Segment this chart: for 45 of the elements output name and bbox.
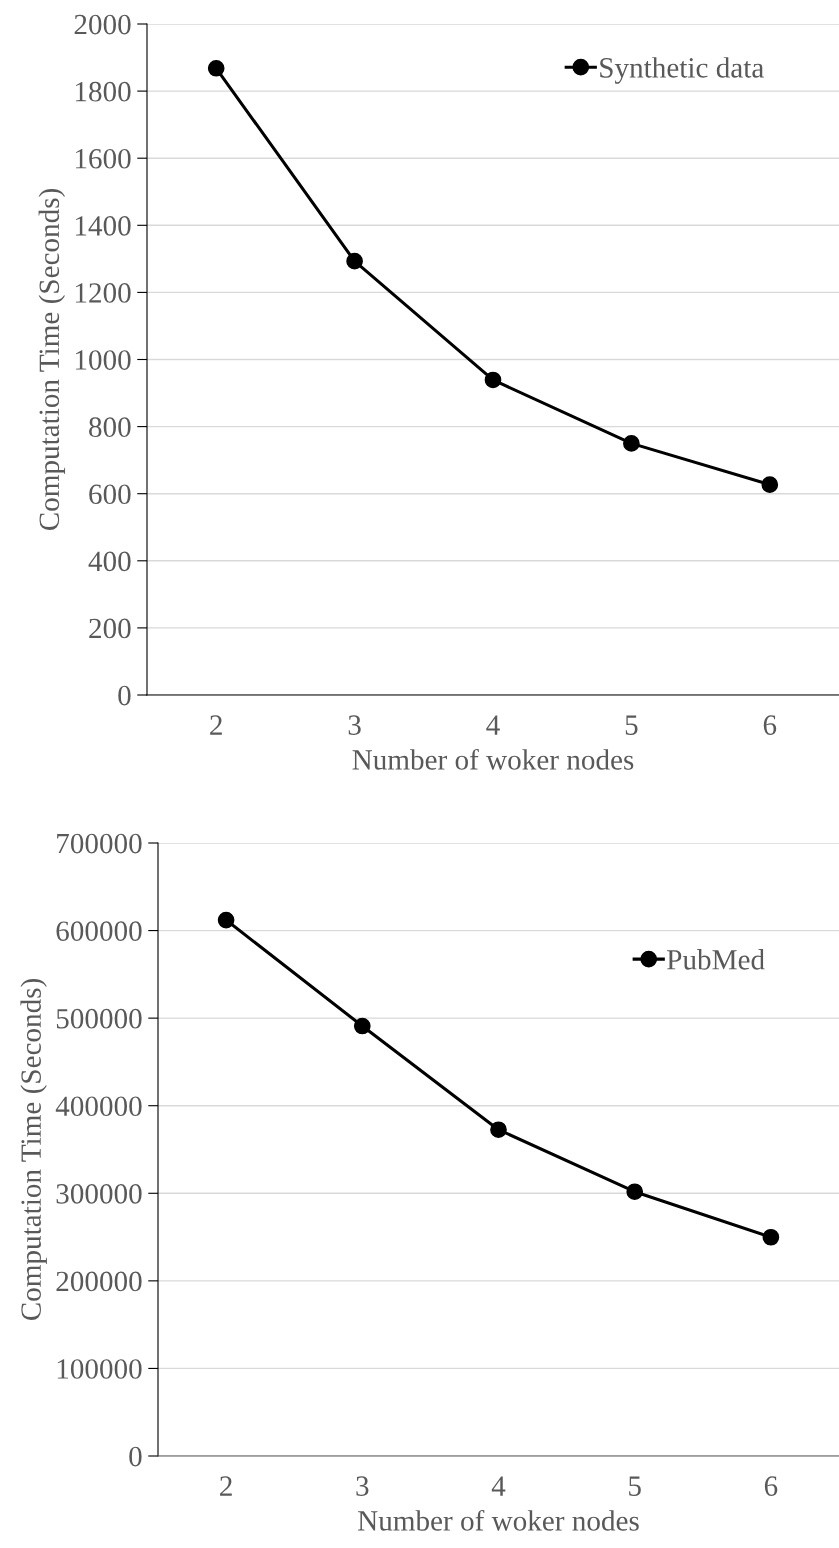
y-tick-label: 100000 [57,1359,142,1379]
legend-label: Synthetic data [600,57,764,84]
y-tick-label: 1800 [75,81,131,102]
x-tick-label: 4 [486,715,500,735]
x-tick-label: 6 [764,1476,778,1496]
x-axis-title: Number of woker nodes [352,748,634,770]
y-tick-label: 1400 [75,216,131,236]
x-tick-label: 2 [220,1476,232,1496]
y-tick-label: 800 [89,417,131,438]
point [207,59,225,77]
y-tick-label: 0 [129,1446,142,1467]
point [762,1228,780,1246]
y-tick-label: 400 [88,551,131,572]
y-tick-label: 600 [89,484,131,505]
y-axis-title: Computation Time (Seconds) [38,189,66,531]
x-tick-label: 6 [763,715,777,735]
y-tick-label: 400000 [55,1096,142,1117]
x-tick-label: 2 [210,715,222,735]
point [484,371,502,389]
point [623,435,640,452]
legend-label: PubMed [667,949,765,970]
y-tick-label: 700000 [57,833,142,854]
point [346,252,363,270]
y-axis-title: Computation Time (Seconds) [20,979,47,1321]
y-tick-label: 2000 [74,14,131,35]
y-tick-label: 200000 [56,1271,142,1292]
x-tick-label: 3 [356,1476,369,1496]
x-tick-label: 5 [625,715,638,735]
y-tick-label: 600000 [56,921,142,941]
y-tick-label: 1000 [75,350,131,370]
point [626,1183,644,1201]
point [761,476,779,493]
x-tick-label: 3 [348,715,361,735]
point [217,911,235,929]
y-tick-label: 1200 [75,283,131,303]
y-tick-label: 500000 [56,1008,142,1029]
point [490,1121,507,1139]
y-tick-label: 300000 [56,1184,142,1204]
y-tick-label: 1600 [75,148,131,169]
x-tick-label: 5 [629,1476,641,1496]
x-tick-label: 4 [491,1476,506,1496]
y-tick-label: 0 [118,685,131,706]
x-axis-title: Number of woker nodes [358,1509,639,1531]
y-tick-label: 200 [89,618,131,639]
point [353,1017,371,1035]
